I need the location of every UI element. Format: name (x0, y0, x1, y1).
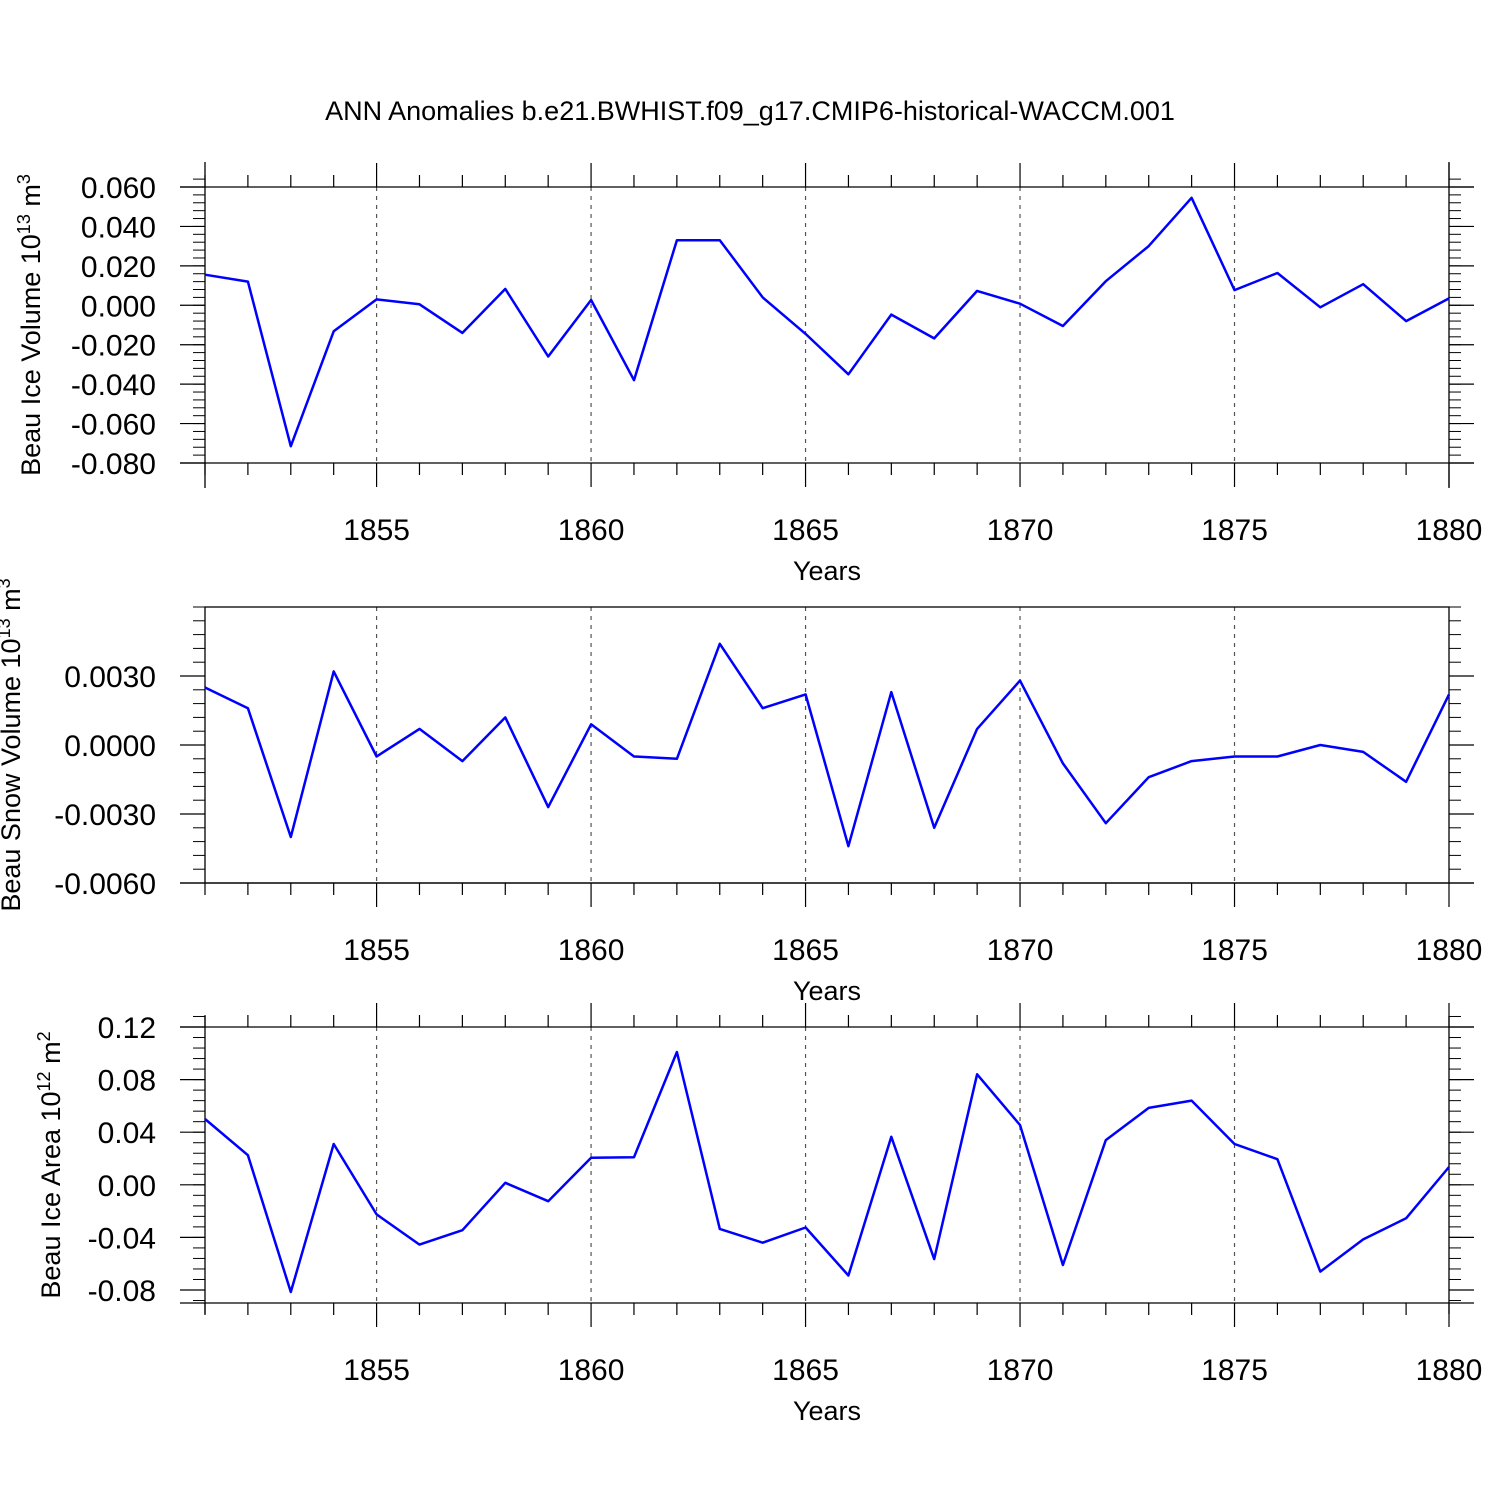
y-tick-label: 0.12 (98, 1012, 156, 1045)
x-tick-label: 1860 (558, 934, 625, 967)
y-tick-label: -0.08 (88, 1275, 156, 1308)
y-tick-label: -0.04 (88, 1222, 156, 1255)
y-tick-label: -0.020 (71, 330, 156, 363)
y-axis-label: Beau Ice Area 1012 m2 (34, 1031, 66, 1298)
y-tick-label: 0.060 (81, 172, 156, 205)
x-tick-label: 1880 (1416, 514, 1483, 547)
y-tick-label: -0.040 (71, 369, 156, 402)
x-tick-label: 1855 (343, 1354, 410, 1387)
x-tick-label: 1865 (772, 934, 839, 967)
series-line (204, 196, 1450, 448)
x-axis-label: Years (793, 556, 861, 586)
x-tick-label: 1870 (987, 1354, 1054, 1387)
y-tick-label: -0.0030 (54, 799, 156, 832)
y-tick-label: 0.000 (81, 290, 156, 323)
y-tick-label: 0.08 (98, 1065, 156, 1098)
y-tick-label: 0.020 (81, 251, 156, 284)
x-tick-label: 1875 (1201, 934, 1268, 967)
x-tick-label: 1855 (343, 514, 410, 547)
x-tick-label: 1865 (772, 514, 839, 547)
series-line (204, 1050, 1450, 1294)
x-tick-label: 1880 (1416, 1354, 1483, 1387)
plot-frame (204, 606, 1450, 884)
x-tick-label: 1855 (343, 934, 410, 967)
x-axis-label: Years (793, 976, 861, 1006)
series-line (204, 642, 1451, 848)
x-tick-label: 1875 (1201, 1354, 1268, 1387)
y-tick-label: 0.04 (98, 1117, 156, 1150)
x-tick-label: 1860 (558, 1354, 625, 1387)
x-tick-label: 1870 (987, 514, 1054, 547)
y-tick-label: 0.00 (98, 1170, 156, 1203)
x-tick-label: 1870 (987, 934, 1054, 967)
panel-1: 1855 1860 1865 1870 1875 1880 Years -0.080 -0.06… (14, 162, 1482, 586)
x-tick-label: 1880 (1416, 934, 1483, 967)
y-tick-label: 0.0000 (64, 730, 156, 763)
y-axis-label: Beau Ice Volume 1013 m3 (14, 174, 46, 476)
y-tick-label: 0.0030 (64, 661, 156, 694)
y-tick-label: 0.040 (81, 211, 156, 244)
y-tick-label: -0.080 (71, 448, 156, 481)
y-tick-label: -0.060 (71, 409, 156, 442)
chart-title: ANN Anomalies b.e21.BWHIST.f09_g17.CMIP6… (325, 96, 1175, 126)
x-tick-label: 1865 (772, 1354, 839, 1387)
x-tick-label: 1875 (1201, 514, 1268, 547)
y-axis-label: Beau Snow Volume 1013 m3 (0, 578, 26, 911)
panel-3: 1855 1860 1865 1870 1875 1880 Years -0.08 -0.04 0… (34, 1003, 1482, 1426)
x-tick-label: 1860 (558, 514, 625, 547)
y-tick-label: -0.0060 (54, 868, 156, 901)
x-axis-label: Years (793, 1396, 861, 1426)
panel-2: 1855 1860 1865 1870 1875 1880 Years -0.0060 -0.0… (0, 578, 1482, 1006)
